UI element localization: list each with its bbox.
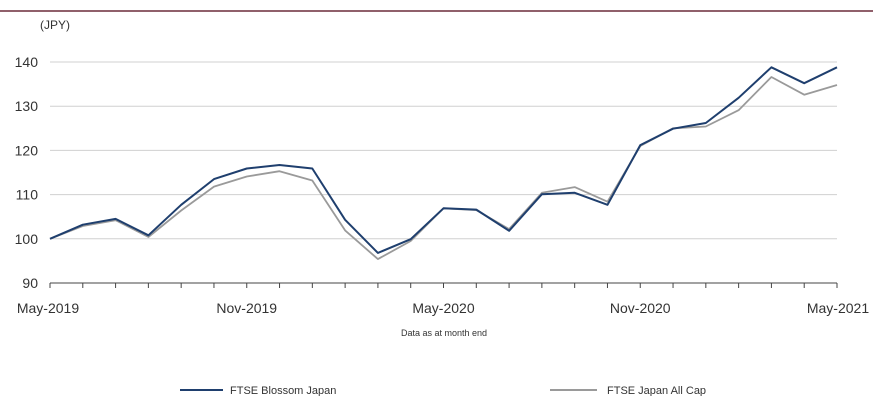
gridlines — [50, 61, 837, 240]
y-tick-label: 110 — [16, 187, 39, 203]
legend: FTSE Blossom Japan FTSE Japan All Cap — [180, 385, 706, 396]
y-axis-ticks: 90 100 110 120 130 140 — [15, 54, 39, 291]
series-line-blossom — [49, 66, 838, 254]
legend-label: FTSE Japan All Cap — [607, 385, 706, 396]
x-tick-label: May-2020 — [412, 300, 474, 316]
y-tick-label: 120 — [15, 142, 39, 158]
y-tick-label: 130 — [15, 98, 39, 114]
legend-label: FTSE Blossom Japan — [230, 385, 336, 396]
series-line-allcap — [49, 76, 838, 261]
x-tick-label: Nov-2019 — [216, 300, 277, 316]
x-tick-label: May-2019 — [17, 300, 79, 316]
y-axis-unit-label: (JPY) — [40, 18, 70, 32]
x-axis: May-2019 Nov-2019 May-2020 Nov-2020 May-2021 — [17, 282, 869, 316]
x-tick-label: May-2021 — [807, 300, 869, 316]
y-tick-label: 140 — [15, 54, 39, 70]
series-lines — [49, 66, 838, 261]
y-tick-label: 100 — [15, 231, 39, 247]
x-tick-label: Nov-2020 — [610, 300, 671, 316]
data-note: Data as at month end — [401, 328, 487, 338]
y-tick-label: 90 — [22, 275, 38, 291]
